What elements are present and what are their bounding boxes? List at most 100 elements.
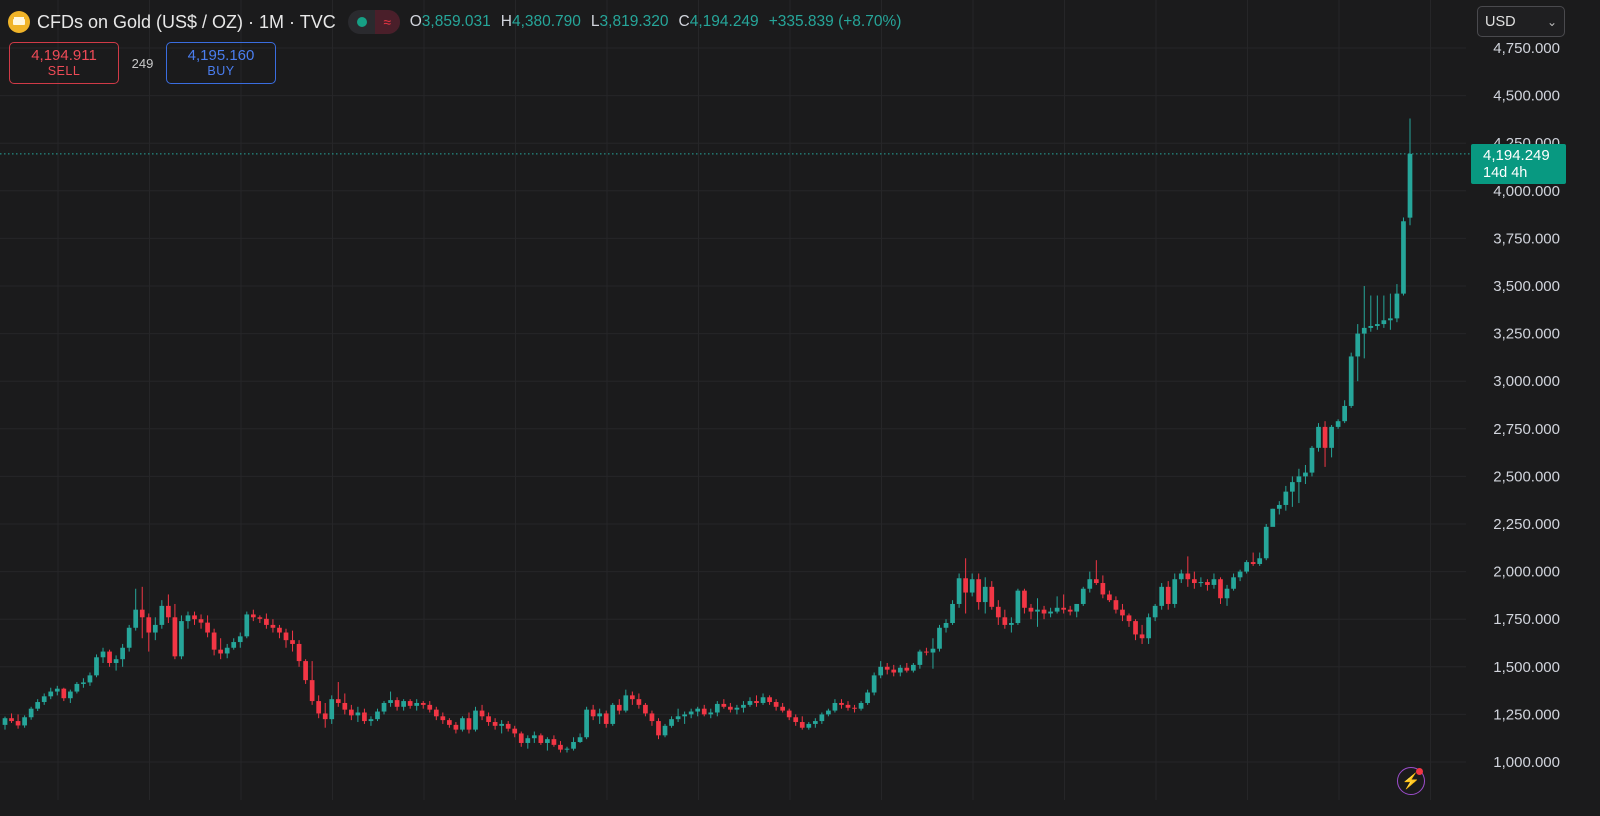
candle (793, 714, 799, 726)
candle (1381, 295, 1387, 328)
candle (512, 725, 518, 738)
candle (956, 573, 962, 608)
candle-body (1276, 504, 1282, 509)
candle (564, 746, 570, 753)
candle-body (1309, 447, 1315, 473)
candle-body (440, 716, 446, 721)
candle (669, 716, 674, 728)
candle-body (1185, 573, 1191, 580)
candle-body (1041, 609, 1047, 614)
candle-body (1290, 482, 1295, 492)
candle-body (1388, 318, 1393, 321)
high-value: 4,380.790 (511, 13, 581, 30)
candle-body (793, 717, 799, 723)
candle (721, 699, 727, 709)
candle (623, 689, 629, 713)
candle-body (636, 699, 642, 705)
candle-body (728, 706, 733, 710)
candle-body (15, 721, 21, 726)
candle (296, 640, 302, 667)
candle-body (682, 714, 687, 717)
candle-body (1394, 293, 1400, 319)
candle (2, 716, 8, 730)
candle (309, 661, 315, 705)
candle-body (283, 632, 289, 641)
candle (1093, 560, 1099, 585)
y-tick-label: 1,750.000 (1493, 611, 1560, 628)
candle (1172, 573, 1178, 608)
candle-body (1257, 558, 1263, 564)
candle-body (1368, 325, 1374, 328)
candle (714, 701, 720, 717)
candle (231, 638, 237, 650)
candle (316, 695, 322, 719)
candle (995, 600, 1001, 625)
candle (179, 615, 184, 660)
candle-body (1211, 579, 1217, 585)
gold-logo-icon[interactable] (8, 11, 30, 33)
candle-body (1329, 426, 1334, 448)
candle-body (185, 615, 191, 622)
close-value: 4,194.249 (689, 13, 759, 30)
candle-body (479, 710, 485, 717)
candles (2, 118, 1413, 753)
candle-body (878, 666, 884, 676)
candle-body (701, 708, 707, 715)
candle (910, 662, 916, 673)
candle-body (1263, 526, 1269, 559)
candle (1178, 569, 1184, 584)
candle-body (2, 718, 8, 725)
candle-body (205, 622, 210, 633)
candle (440, 712, 446, 724)
symbol-header: CFDs on Gold (US$ / OZ) · 1M · TVC ≈ O3,… (8, 8, 901, 36)
candle-body (159, 605, 165, 625)
candle (420, 701, 426, 709)
sell-price: 4,194.911 (31, 47, 97, 64)
candle (832, 699, 838, 713)
candle-body (394, 700, 400, 707)
candle-body (1074, 603, 1080, 612)
candle-body (486, 716, 491, 723)
candle-body (1107, 594, 1112, 601)
candle-body (1218, 579, 1223, 599)
candle (28, 706, 34, 720)
buy-label: BUY (207, 64, 235, 78)
candle (48, 687, 54, 700)
candle-body (1126, 615, 1132, 622)
candle-body (152, 624, 158, 633)
candle (427, 701, 433, 713)
sell-button[interactable]: 4,194.911 SELL (9, 42, 119, 84)
candle (806, 722, 812, 730)
lightning-icon[interactable]: ⚡ (1397, 767, 1425, 795)
candle-body (505, 723, 511, 729)
candle-body (407, 701, 413, 706)
candle-body (819, 714, 825, 722)
candle-body (309, 680, 315, 702)
candle-body (1054, 607, 1060, 612)
buy-button[interactable]: 4,195.160 BUY (166, 42, 276, 84)
candle (1009, 617, 1014, 633)
candle-body (1009, 623, 1014, 625)
candle (81, 678, 86, 688)
candle (728, 702, 733, 713)
candle-body (499, 723, 505, 726)
high-key: H (500, 13, 512, 30)
candle-body (35, 702, 41, 709)
candle (1263, 524, 1269, 561)
symbol-title[interactable]: CFDs on Gold (US$ / OZ) · 1M · TVC (37, 11, 336, 32)
candle-body (192, 615, 197, 620)
candle-body (1205, 582, 1210, 585)
candle (1244, 560, 1249, 574)
candle (15, 714, 21, 729)
candle-body (708, 712, 714, 715)
currency-select[interactable]: USD ⌄ (1477, 6, 1565, 37)
market-status-pill[interactable]: ≈ (347, 10, 400, 34)
candle (460, 716, 465, 732)
candle (629, 691, 635, 705)
candle (1205, 579, 1210, 591)
candle-body (747, 701, 753, 705)
candle-body (322, 713, 328, 720)
candle-body (1015, 590, 1021, 624)
candle (166, 594, 171, 624)
